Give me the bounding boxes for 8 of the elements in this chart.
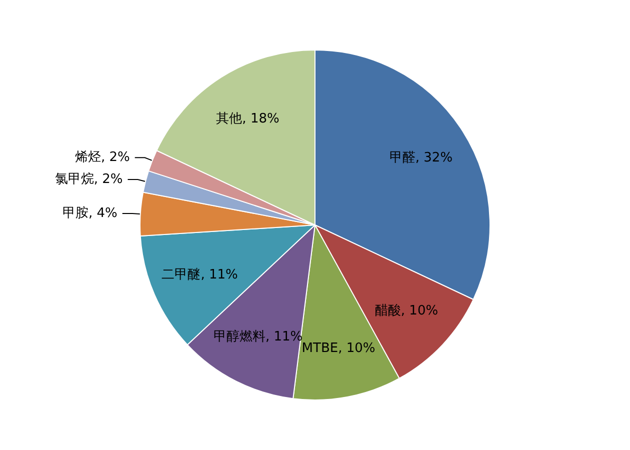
slice-label: 甲醛, 32% (389, 150, 453, 166)
slice-label: MTBE, 10% (302, 340, 376, 356)
slice-label: 烯烃, 2% (74, 150, 130, 166)
slice-label: 醋酸, 10% (374, 303, 438, 318)
slice-label: 其他, 18% (216, 112, 280, 127)
slice-label: 二甲醚, 11% (162, 267, 238, 282)
slice-label: 甲胺, 4% (62, 206, 118, 222)
slice-label: 氯甲烷, 2% (54, 172, 123, 187)
